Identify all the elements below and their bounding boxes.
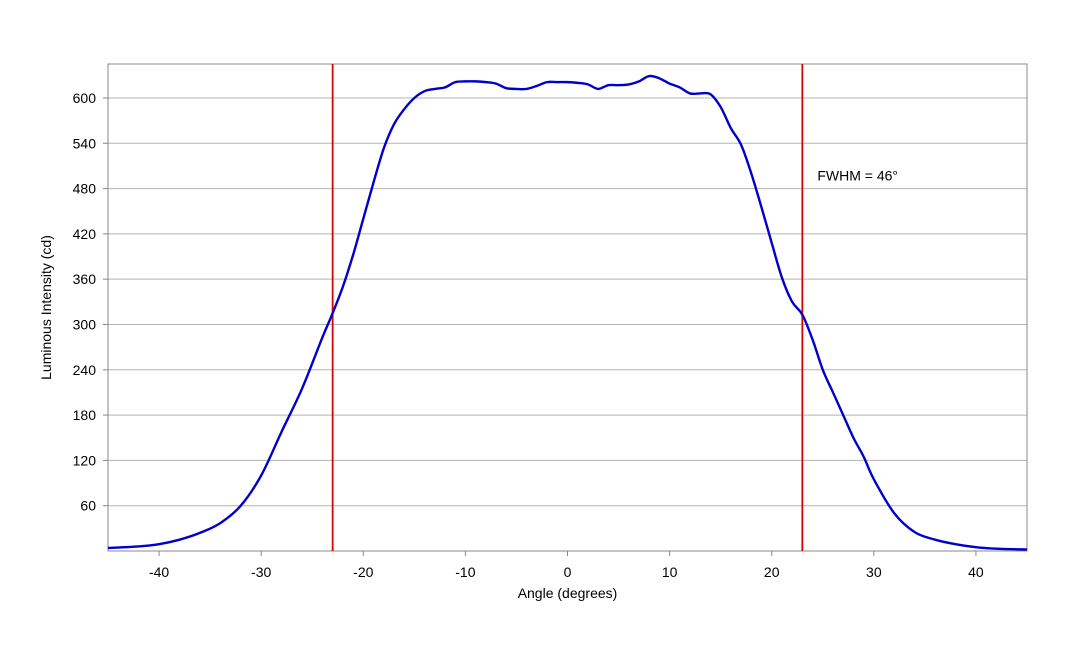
x-tick-label: -30 (251, 564, 271, 580)
grid-lines (108, 97, 1027, 507)
x-tick-label: -40 (149, 564, 169, 580)
x-tick-label: 10 (662, 564, 678, 580)
y-tick-label: 480 (73, 181, 97, 197)
x-tick-label: 20 (764, 564, 780, 580)
y-tick-label: 600 (73, 90, 97, 106)
x-axis-label: Angle (degrees) (518, 585, 618, 601)
x-tick-label: 0 (564, 564, 572, 580)
y-tick-label: 420 (73, 226, 97, 242)
y-tick-label: 60 (80, 498, 96, 514)
y-axis-label: Luminous Intensity (cd) (38, 235, 54, 380)
y-tick-label: 240 (73, 362, 97, 378)
y-tick-label: 540 (73, 135, 97, 151)
y-tick-label: 360 (73, 271, 97, 287)
x-tick-label: -20 (353, 564, 373, 580)
series-line (107, 74, 1028, 551)
x-tick-label: 40 (968, 564, 984, 580)
x-tick-label: 30 (866, 564, 882, 580)
reference-lines (331, 64, 804, 551)
x-axis-ticks: -40 -30 -20 -10 0 10 20 30 40 (149, 551, 984, 580)
y-tick-label: 300 (73, 316, 97, 332)
fwhm-annotation: FWHM = 46° (817, 167, 898, 183)
x-tick-label: -10 (455, 564, 475, 580)
y-tick-label: 180 (73, 407, 97, 423)
y-axis-ticks: 60 120 180 240 300 360 420 480 540 600 (73, 90, 108, 514)
y-tick-label: 120 (73, 452, 97, 468)
plot-frame (107, 63, 1028, 552)
